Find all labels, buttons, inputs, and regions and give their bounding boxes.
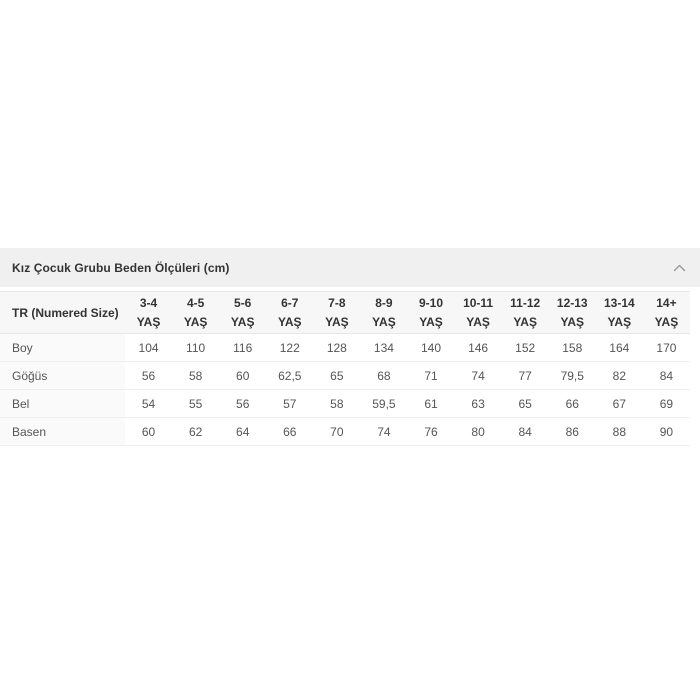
table-cell: 58: [172, 361, 220, 390]
table-cell: 60: [219, 361, 267, 390]
table-cell: 88: [595, 417, 643, 446]
table-cell: 60: [125, 417, 173, 446]
column-header-7-8: 7-8 YAŞ: [313, 291, 361, 334]
column-header-10-11: 10-11 YAŞ: [454, 291, 502, 334]
table-cell: 61: [407, 389, 455, 418]
age-unit: YAŞ: [560, 314, 585, 329]
age-unit: YAŞ: [277, 314, 302, 329]
table-cell: 69: [642, 389, 690, 418]
table-cell: 62: [172, 417, 220, 446]
table-cell: 65: [501, 389, 549, 418]
table-cell: 110: [172, 333, 220, 362]
table-cell: 84: [501, 417, 549, 446]
size-chart-title: Kız Çocuk Grubu Beden Ölçüleri (cm): [12, 260, 230, 275]
age-range: 12-13: [556, 295, 588, 310]
row-label: Boy: [0, 333, 125, 362]
table-cell: 146: [454, 333, 502, 362]
age-range: 5-6: [234, 295, 252, 310]
table-cell: 56: [125, 361, 173, 390]
row-label: Göğüs: [0, 361, 125, 390]
age-range: 13-14: [603, 295, 635, 310]
table-cell: 90: [642, 417, 690, 446]
column-header-3-4: 3-4 YAŞ: [125, 291, 173, 334]
table-cell: 74: [360, 417, 408, 446]
row-label: Bel: [0, 389, 125, 418]
table-cell: 68: [360, 361, 408, 390]
table-cell: 76: [407, 417, 455, 446]
table-cell: 56: [219, 389, 267, 418]
age-range: 10-11: [463, 295, 494, 310]
age-unit: YAŞ: [513, 314, 537, 329]
table-cell: 122: [266, 333, 314, 362]
table-cell: 62,5: [266, 361, 314, 390]
column-header-14plus: 14+ YAŞ: [642, 291, 690, 334]
table-cell: 128: [313, 333, 361, 362]
age-unit: YAŞ: [466, 314, 490, 329]
age-unit: YAŞ: [230, 314, 255, 329]
table-cell: 66: [266, 417, 314, 446]
column-header-4-5: 4-5 YAŞ: [172, 291, 220, 334]
column-header-12-13: 12-13 YAŞ: [548, 291, 596, 334]
table-cell: 66: [548, 389, 596, 418]
table-cell: 84: [642, 361, 690, 390]
table-cell: 58: [313, 389, 361, 418]
table-cell: 54: [125, 389, 173, 418]
age-unit: YAŞ: [183, 314, 208, 329]
age-range: 14+: [656, 295, 677, 310]
table-cell: 63: [454, 389, 502, 418]
table-cell: 134: [360, 333, 408, 362]
table-cell: 65: [313, 361, 361, 390]
table-cell: 170: [642, 333, 690, 362]
table-cell: 64: [219, 417, 267, 446]
table-cell: 57: [266, 389, 314, 418]
age-unit: YAŞ: [372, 314, 396, 329]
age-range: 3-4: [139, 295, 158, 310]
table-cell: 80: [454, 417, 502, 446]
age-unit: YAŞ: [325, 314, 349, 329]
size-chart-section: Kız Çocuk Grubu Beden Ölçüleri (cm) TR (…: [0, 248, 700, 446]
column-header-11-12: 11-12 YAŞ: [501, 291, 549, 334]
table-cell: 74: [454, 361, 502, 390]
table-cell: 79,5: [548, 361, 596, 390]
table-header-row: TR (Numered Size) 3-4 YAŞ 4-5 YAŞ 5-6 YAŞ 6…: [0, 291, 690, 334]
age-range: 4-5: [186, 295, 205, 310]
table-cell: 152: [501, 333, 549, 362]
age-range: 11-12: [510, 295, 541, 310]
table-cell: 140: [407, 333, 455, 362]
column-header-13-14: 13-14 YAŞ: [595, 291, 643, 334]
corner-header: TR (Numered Size): [0, 291, 125, 334]
table-row-boy: Boy 104 110 116 122 128 134 140 146 152 …: [0, 333, 690, 362]
table-cell: 164: [595, 333, 643, 362]
column-header-9-10: 9-10 YAŞ: [407, 291, 455, 334]
table-cell: 86: [548, 417, 596, 446]
table-cell: 70: [313, 417, 361, 446]
age-range: 7-8: [328, 295, 346, 310]
table-cell: 82: [595, 361, 643, 390]
age-unit: YAŞ: [419, 314, 443, 329]
age-unit: YAŞ: [136, 314, 161, 329]
column-header-5-6: 5-6 YAŞ: [219, 291, 267, 334]
row-label: Basen: [0, 417, 125, 446]
table-row-gogus: Göğüs 56 58 60 62,5 65 68 71 74 77 79,5 …: [0, 361, 690, 390]
table-cell: 158: [548, 333, 596, 362]
size-chart-table: TR (Numered Size) 3-4 YAŞ 4-5 YAŞ 5-6 YAŞ 6…: [0, 291, 690, 446]
column-header-6-7: 6-7 YAŞ: [266, 291, 314, 334]
table-row-basen: Basen 60 62 64 66 70 74 76 80 84 86 88 9…: [0, 417, 690, 446]
table-cell: 71: [407, 361, 455, 390]
column-header-8-9: 8-9 YAŞ: [360, 291, 408, 334]
table-cell: 116: [219, 333, 267, 362]
table-cell: 77: [501, 361, 549, 390]
table-cell: 67: [595, 389, 643, 418]
age-unit: YAŞ: [607, 314, 632, 329]
age-range: 9-10: [418, 295, 444, 310]
table-cell: 59,5: [360, 389, 408, 418]
table-cell: 104: [125, 333, 173, 362]
table-cell: 55: [172, 389, 220, 418]
age-range: 8-9: [375, 295, 393, 310]
age-unit: YAŞ: [654, 314, 679, 329]
table-row-bel: Bel 54 55 56 57 58 59,5 61 63 65 66 67 6…: [0, 389, 690, 418]
age-range: 6-7: [281, 295, 299, 310]
size-chart-accordion-header[interactable]: Kız Çocuk Grubu Beden Ölçüleri (cm): [0, 248, 700, 287]
chevron-up-icon[interactable]: [673, 264, 686, 272]
